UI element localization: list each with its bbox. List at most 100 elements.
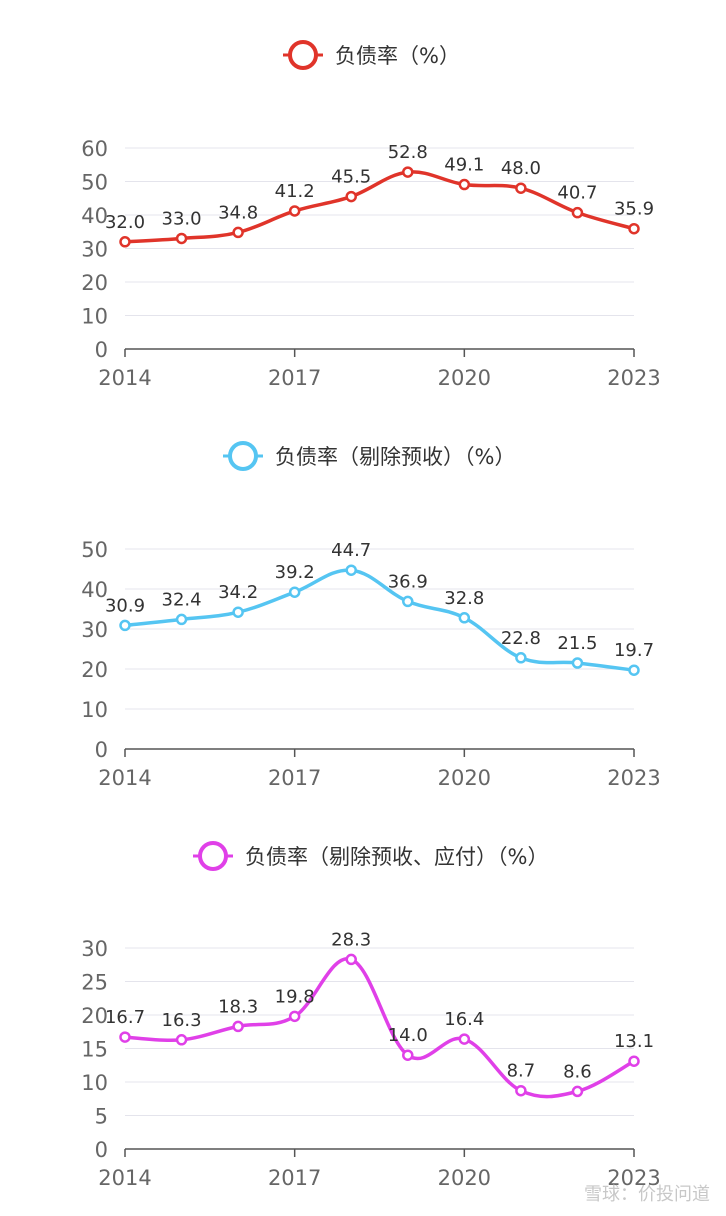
y-tick-label: 40 xyxy=(81,204,108,228)
data-point xyxy=(571,1085,584,1098)
data-point xyxy=(119,236,131,248)
chart-2: 负债率（剔除预收）（%） 0 10 20 30 40 50 2014 2017 2020 2023 3… xyxy=(81,441,661,790)
data-point xyxy=(175,613,188,626)
data-label: 33.0 xyxy=(162,208,202,229)
y-tick-label: 15 xyxy=(81,1038,108,1062)
data-label: 13.1 xyxy=(614,1031,654,1052)
data-point xyxy=(628,222,640,235)
data-point xyxy=(175,232,188,245)
data-point xyxy=(345,564,357,576)
x-tick-label: 2020 xyxy=(438,366,491,390)
data-label: 34.2 xyxy=(218,582,258,603)
x-tick-label: 2020 xyxy=(438,766,491,790)
data-point xyxy=(402,1049,414,1061)
series-line xyxy=(124,170,635,244)
data-label: 16.7 xyxy=(105,1007,145,1028)
data-label: 40.7 xyxy=(557,183,597,204)
data-point xyxy=(402,166,414,178)
y-tick-label: 30 xyxy=(81,238,108,262)
data-point xyxy=(571,657,584,669)
legend-marker xyxy=(198,841,228,871)
y-tick-label: 20 xyxy=(81,1004,108,1028)
data-label: 16.4 xyxy=(444,1009,484,1030)
data-point xyxy=(458,178,471,191)
data-label: 22.8 xyxy=(501,628,541,649)
y-tick-label: 20 xyxy=(81,271,108,295)
chart-1: 负债率（%） 0 10 20 30 40 50 60 2014 2017 2020 2023 32.0 3… xyxy=(81,40,661,390)
data-point xyxy=(288,586,301,598)
data-label: 14.0 xyxy=(388,1025,428,1046)
y-tick-label: 5 xyxy=(95,1105,108,1129)
data-point xyxy=(515,182,527,194)
data-label: 16.3 xyxy=(162,1010,202,1031)
x-tick-label: 2020 xyxy=(438,1166,491,1190)
data-point xyxy=(119,619,131,632)
data-label: 32.8 xyxy=(444,588,484,609)
data-label: 32.4 xyxy=(162,589,202,610)
data-label: 35.9 xyxy=(614,199,654,220)
x-tick-label: 2017 xyxy=(268,366,321,390)
y-tick-label: 25 xyxy=(81,971,108,995)
x-tick-label: 2023 xyxy=(607,1166,660,1190)
x-tick-label: 2017 xyxy=(268,1166,321,1190)
data-label: 8.6 xyxy=(563,1061,592,1082)
y-tick-label: 60 xyxy=(81,137,108,161)
data-label: 48.0 xyxy=(501,158,541,179)
x-tick-label: 2017 xyxy=(268,766,321,790)
series-line xyxy=(124,568,635,672)
y-tick-label: 20 xyxy=(81,658,108,682)
data-label: 8.7 xyxy=(507,1061,536,1082)
x-tick-label: 2023 xyxy=(607,366,660,390)
data-label: 18.3 xyxy=(218,996,258,1017)
y-tick-label: 10 xyxy=(81,1071,108,1095)
data-label: 34.8 xyxy=(218,202,258,223)
data-point xyxy=(515,1084,527,1097)
y-tick-label: 50 xyxy=(81,171,108,195)
data-point xyxy=(628,664,640,676)
data-point xyxy=(119,1031,131,1043)
legend-label: 负债率（剔除预收、应付）（%） xyxy=(245,845,548,869)
data-point xyxy=(288,1010,301,1023)
y-tick-label: 50 xyxy=(81,538,108,562)
data-point xyxy=(175,1034,188,1046)
data-point xyxy=(515,652,527,664)
legend-label: 负债率（剔除预收）（%） xyxy=(275,445,515,469)
y-tick-label: 30 xyxy=(81,618,108,642)
x-tick-label: 2014 xyxy=(98,1166,151,1190)
x-tick-label: 2014 xyxy=(98,766,151,790)
data-point xyxy=(232,1020,244,1033)
data-label: 39.2 xyxy=(275,562,315,583)
watermark: 雪球：价投问道 xyxy=(584,1184,710,1205)
y-tick-label: 0 xyxy=(95,1138,108,1162)
data-point xyxy=(458,1033,471,1045)
series-line xyxy=(124,957,635,1099)
x-tick-label: 2014 xyxy=(98,366,151,390)
data-point xyxy=(345,190,357,203)
legend-marker xyxy=(288,40,318,70)
data-label: 19.7 xyxy=(614,640,654,661)
data-label: 36.9 xyxy=(388,571,428,592)
data-point xyxy=(402,595,414,608)
data-label: 49.1 xyxy=(444,155,484,176)
data-label: 44.7 xyxy=(331,540,371,561)
y-tick-label: 30 xyxy=(81,937,108,961)
y-tick-label: 40 xyxy=(81,578,108,602)
data-point xyxy=(232,226,244,239)
y-tick-label: 10 xyxy=(81,698,108,722)
chart-3: 负债率（剔除预收、应付）（%） 0 5 10 15 20 25 30 2014 2017 2020 2… xyxy=(81,841,661,1190)
legend-label: 负债率（%） xyxy=(335,44,460,68)
data-label: 41.2 xyxy=(275,181,315,202)
data-label: 19.8 xyxy=(275,986,315,1007)
data-point xyxy=(232,606,244,618)
data-label: 45.5 xyxy=(331,167,371,188)
data-label: 21.5 xyxy=(557,633,597,654)
data-label: 28.3 xyxy=(331,929,371,950)
data-label: 30.9 xyxy=(105,595,145,616)
data-point xyxy=(458,612,471,624)
data-point xyxy=(288,205,301,217)
y-tick-label: 0 xyxy=(95,338,108,362)
y-tick-label: 10 xyxy=(81,305,108,329)
legend-marker xyxy=(228,441,258,471)
data-point xyxy=(571,206,584,219)
